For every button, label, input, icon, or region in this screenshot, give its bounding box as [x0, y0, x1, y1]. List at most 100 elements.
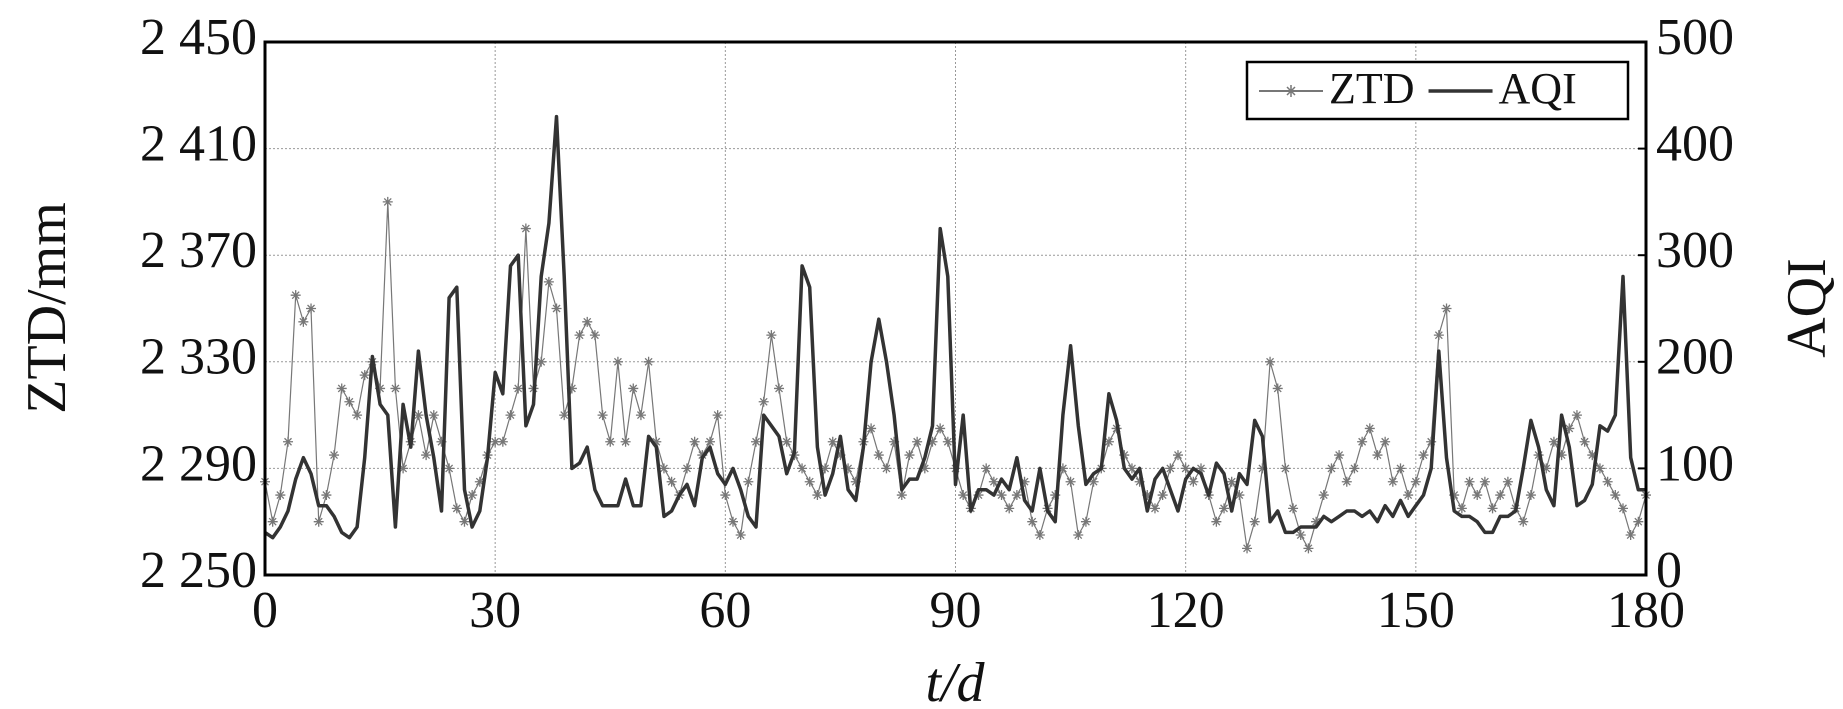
point-marker	[628, 383, 639, 394]
point-marker	[459, 516, 470, 527]
point-marker	[1433, 330, 1444, 341]
y2-tick-label: 100	[1656, 435, 1734, 492]
point-marker	[313, 516, 324, 527]
x-tick-label: 180	[1607, 582, 1685, 639]
point-marker	[1541, 463, 1552, 474]
point-marker	[797, 463, 808, 474]
point-marker	[283, 436, 294, 447]
point-marker	[1257, 463, 1268, 474]
point-marker	[1311, 516, 1322, 527]
point-marker	[1027, 516, 1038, 527]
point-marker	[651, 436, 662, 447]
point-marker	[774, 383, 785, 394]
point-marker	[267, 516, 278, 527]
point-marker	[382, 196, 393, 207]
point-marker	[352, 410, 363, 421]
point-marker	[1295, 530, 1306, 541]
point-marker	[1449, 490, 1460, 501]
point-marker	[1564, 423, 1575, 434]
point-marker	[612, 356, 623, 367]
point-marker	[1226, 476, 1237, 487]
point-marker	[1556, 450, 1567, 461]
point-marker	[720, 490, 731, 501]
point-marker	[1004, 503, 1015, 514]
point-marker	[1479, 476, 1490, 487]
point-marker	[1525, 490, 1536, 501]
point-marker	[927, 436, 938, 447]
point-marker	[536, 356, 547, 367]
point-marker	[321, 490, 332, 501]
point-marker	[1265, 356, 1276, 367]
point-marker	[444, 463, 455, 474]
y-tick-label: 2 410	[140, 116, 257, 173]
point-marker	[1119, 450, 1130, 461]
point-marker	[474, 476, 485, 487]
point-marker	[275, 490, 286, 501]
point-marker	[1165, 463, 1176, 474]
point-marker	[451, 503, 462, 514]
point-marker	[398, 463, 409, 474]
point-marker	[1219, 503, 1230, 514]
point-marker	[912, 436, 923, 447]
point-marker	[820, 463, 831, 474]
point-marker	[1571, 410, 1582, 421]
point-marker	[390, 383, 401, 394]
point-marker	[1103, 436, 1114, 447]
point-marker	[1134, 476, 1145, 487]
y2-tick-label: 200	[1656, 329, 1734, 386]
point-marker	[935, 423, 946, 434]
point-marker	[1188, 476, 1199, 487]
point-marker	[1318, 490, 1329, 501]
point-marker	[704, 436, 715, 447]
y2-tick-label: 300	[1656, 222, 1734, 279]
x-tick-label: 150	[1377, 582, 1455, 639]
point-marker	[689, 436, 700, 447]
point-marker	[1180, 463, 1191, 474]
legend-label: ZTD	[1329, 64, 1415, 113]
point-marker	[1211, 516, 1222, 527]
point-marker	[1403, 490, 1414, 501]
point-marker	[850, 476, 861, 487]
point-marker	[1548, 436, 1559, 447]
point-marker	[1495, 490, 1506, 501]
point-marker	[827, 436, 838, 447]
point-marker	[559, 410, 570, 421]
legend-label: AQI	[1499, 64, 1577, 113]
point-marker	[766, 330, 777, 341]
point-marker	[1234, 490, 1245, 501]
point-marker	[843, 463, 854, 474]
point-marker	[1303, 543, 1314, 554]
x-tick-label: 60	[699, 582, 751, 639]
point-marker	[981, 463, 992, 474]
point-marker	[436, 436, 447, 447]
point-marker	[1288, 503, 1299, 514]
point-marker	[1280, 463, 1291, 474]
point-marker	[712, 410, 723, 421]
x-tick-label: 90	[930, 582, 982, 639]
point-marker	[329, 450, 340, 461]
point-marker	[605, 436, 616, 447]
point-marker	[1587, 450, 1598, 461]
y-tick-label: 2 450	[140, 9, 257, 66]
point-marker	[1364, 423, 1375, 434]
point-marker	[1610, 490, 1621, 501]
y-tick-label: 2 250	[140, 542, 257, 599]
point-marker	[1050, 490, 1061, 501]
y-axis-label: ZTD/mm	[16, 202, 78, 414]
x-tick-label: 120	[1147, 582, 1225, 639]
point-marker	[835, 450, 846, 461]
point-marker	[873, 450, 884, 461]
point-marker	[1410, 476, 1421, 487]
point-marker	[1126, 463, 1137, 474]
point-marker	[421, 450, 432, 461]
y-tick-label: 2 370	[140, 222, 257, 279]
point-marker	[1487, 503, 1498, 514]
point-marker	[1472, 490, 1483, 501]
point-marker	[1196, 463, 1207, 474]
point-marker	[1057, 463, 1068, 474]
point-marker	[804, 476, 815, 487]
point-marker	[1518, 516, 1529, 527]
point-marker	[582, 316, 593, 327]
point-marker	[1011, 490, 1022, 501]
